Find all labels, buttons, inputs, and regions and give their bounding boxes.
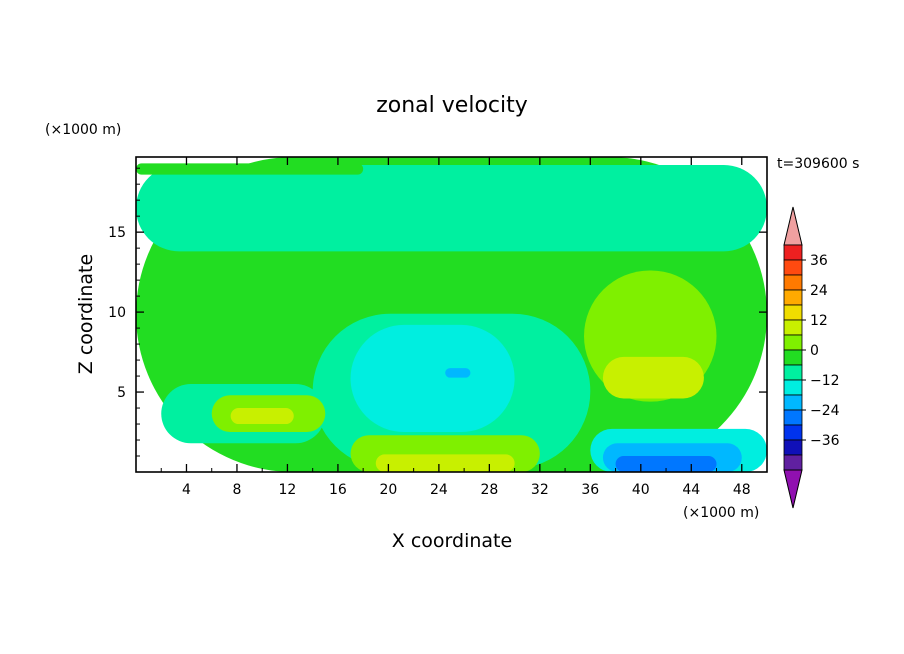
contour-region [136,163,364,175]
contour-region [350,324,515,433]
contour-region [136,164,767,252]
colorbar-label: 12 [810,313,828,329]
colorbar-box [783,244,803,261]
colorbar-box [783,439,803,456]
x-axis-title: X coordinate [392,530,512,552]
colorbar-lower-triangle [783,469,803,509]
x-tick-label: 36 [581,482,599,498]
x-tick-label: 40 [632,482,650,498]
colorbar-label: −12 [810,373,840,389]
colorbar-label: −36 [810,433,840,449]
colorbar-box [783,259,803,276]
y-axis: 5 10 15 [108,167,767,457]
plot-frame [135,156,768,473]
colorbar-box [783,394,803,411]
colorbar-box [783,379,803,396]
x-tick-label: 16 [329,482,347,498]
chart-title: zonal velocity [376,93,528,118]
colorbar-upper-triangle [783,206,803,246]
y-axis-title: Z coordinate [75,254,97,374]
colorbar-box [783,364,803,381]
x-tick-label: 8 [232,482,241,498]
y-unit-label: (×1000 m) [45,122,121,138]
colorbar-label: 0 [810,343,819,359]
y-tick-label: 15 [108,225,126,241]
x-tick-label: 32 [531,482,549,498]
contour-region [230,408,294,425]
colorbar-box [783,409,803,426]
colorbar-label: 24 [810,283,828,299]
x-unit-label: (×1000 m) [683,505,759,521]
contour-region [445,368,471,378]
x-tick-label: 28 [480,482,498,498]
y-tick-label: 10 [108,305,126,321]
contour-field [136,157,767,472]
colorbar-box [783,424,803,441]
colorbar-box [783,304,803,321]
colorbar: 36 24 12 0 −12 −24 −36 [783,206,840,509]
colorbar-box [783,334,803,351]
contour-region [375,454,515,472]
x-tick-label: 48 [733,482,751,498]
x-tick-label: 44 [682,482,700,498]
colorbar-box [783,349,803,366]
y-tick-label: 5 [117,385,126,401]
colorbar-label: −24 [810,403,840,419]
x-tick-label: 20 [379,482,397,498]
x-tick-label: 4 [182,482,191,498]
x-tick-label: 12 [279,482,297,498]
colorbar-box [783,289,803,306]
colorbar-box [783,454,803,471]
colorbar-box [783,319,803,336]
colorbar-label: 36 [810,253,828,269]
colorbar-box [783,274,803,291]
x-axis: 4 8 12 16 20 24 28 32 36 40 44 48 [160,157,751,498]
x-tick-label: 24 [430,482,448,498]
contour-region [602,356,704,399]
time-label: t=309600 s [777,156,859,172]
